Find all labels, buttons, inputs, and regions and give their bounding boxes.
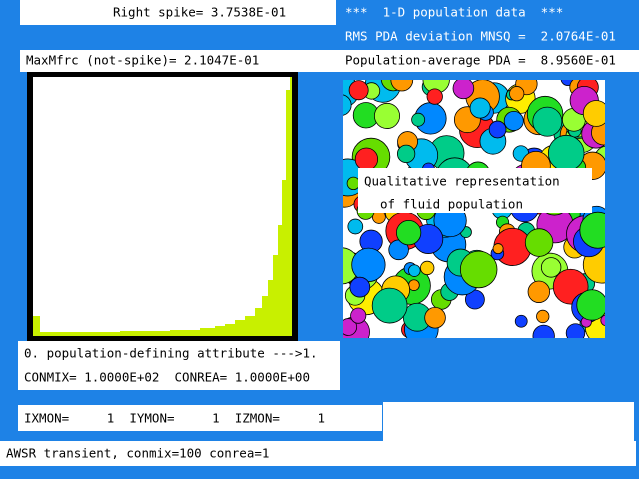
circle bbox=[488, 120, 507, 139]
circle bbox=[408, 279, 420, 291]
circle bbox=[411, 112, 426, 127]
circle bbox=[420, 260, 435, 276]
circle bbox=[424, 307, 446, 329]
circle bbox=[346, 176, 361, 191]
circle bbox=[373, 102, 401, 129]
circle bbox=[536, 309, 550, 324]
attribute-line: 0. population-defining attribute --->1. bbox=[24, 346, 318, 361]
circle bbox=[426, 88, 443, 105]
circle bbox=[527, 280, 551, 303]
circle bbox=[469, 97, 491, 119]
circle bbox=[582, 100, 605, 127]
circle bbox=[349, 276, 371, 298]
circle bbox=[459, 250, 498, 289]
monitor-box bbox=[18, 405, 382, 431]
spike-box bbox=[20, 0, 336, 25]
attribute-line: CONMIX= 1.0000E+02 CONREA= 1.0000E+00 bbox=[24, 370, 310, 385]
circle bbox=[395, 220, 422, 246]
status-bar bbox=[0, 441, 636, 466]
histogram-area bbox=[33, 77, 292, 336]
circle bbox=[351, 247, 386, 282]
circle bbox=[503, 110, 524, 131]
circle bbox=[347, 218, 364, 235]
rms: RMS PDA deviation MNSQ = 2.0764E-01 bbox=[345, 29, 616, 44]
circle bbox=[524, 228, 554, 257]
circle bbox=[576, 289, 605, 321]
circle bbox=[514, 314, 528, 328]
circle bbox=[565, 323, 586, 338]
title-box bbox=[338, 0, 639, 25]
circle bbox=[396, 144, 416, 164]
panel-label: Qualitative representation bbox=[364, 174, 560, 189]
circle bbox=[540, 257, 562, 278]
panel-label-box bbox=[358, 168, 592, 213]
circle bbox=[532, 324, 555, 338]
circle bbox=[579, 211, 605, 249]
panel-label: of fluid population bbox=[380, 197, 523, 212]
circle bbox=[343, 318, 358, 336]
attributes-box bbox=[18, 341, 340, 390]
circle bbox=[371, 287, 408, 324]
title: *** 1-D population data *** bbox=[345, 5, 563, 20]
circle bbox=[547, 134, 585, 172]
max-mfrc: MaxMfrc (not-spike)= 2.1047E-01 bbox=[26, 53, 259, 68]
circle bbox=[343, 94, 352, 116]
circle bbox=[350, 307, 367, 324]
circle bbox=[408, 264, 421, 277]
circle bbox=[492, 243, 504, 255]
circle bbox=[452, 80, 475, 100]
circle bbox=[509, 86, 525, 102]
monitor: IXMON= 1 IYMON= 1 IZMON= 1 bbox=[24, 411, 325, 426]
right-spike: Right spike= 3.7538E-01 bbox=[113, 5, 286, 20]
status: AWSR transient, conmix=100 conrea=1 bbox=[6, 446, 269, 461]
circle bbox=[348, 80, 369, 101]
population-average: Population-average PDA = 8.9560E-01 bbox=[345, 53, 616, 68]
info-row bbox=[20, 50, 639, 72]
circle bbox=[390, 80, 414, 92]
histogram-bars bbox=[33, 77, 292, 336]
circle bbox=[600, 314, 605, 327]
circle bbox=[532, 106, 563, 137]
circle bbox=[354, 147, 379, 171]
